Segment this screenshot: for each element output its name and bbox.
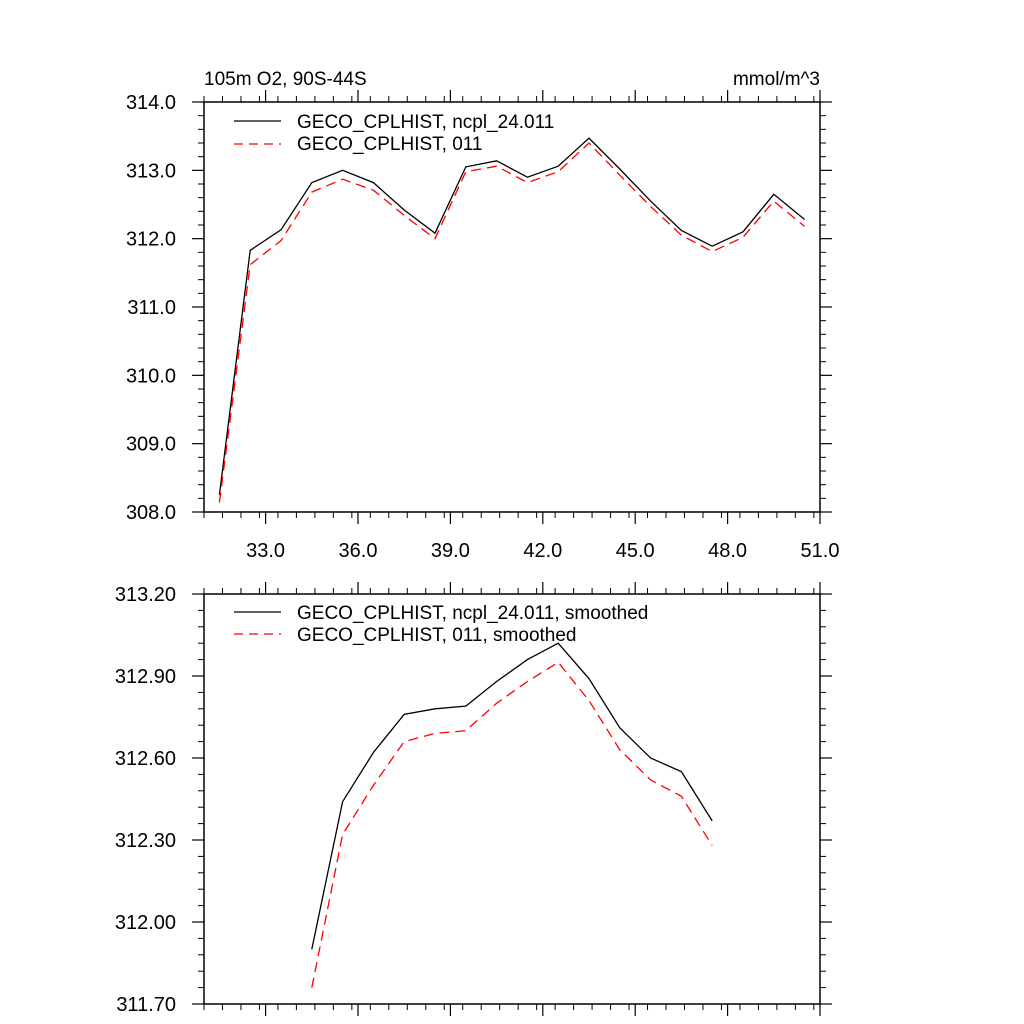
x-tick-label: 33.0 — [246, 540, 285, 562]
x-tick-label: 48.0 — [708, 540, 747, 562]
y-tick-label: 313.20 — [115, 584, 176, 606]
y-tick-label: 309.0 — [126, 434, 176, 456]
y-tick-label: 312.30 — [115, 830, 176, 852]
top-series-lines — [218, 137, 806, 503]
top-panel: 105m O2, 90S-44S mmol/m^3 33.0 36.0 39.0 42… — [126, 69, 840, 562]
bottom-panel: 311.70 312.00 312.30 312.60 312.90 313.20 GEC… — [115, 582, 832, 1016]
series-line-ncpl — [218, 137, 806, 495]
bottom-series-lines — [311, 642, 713, 988]
series-line-011 — [218, 142, 806, 503]
y-tick-label: 312.90 — [115, 666, 176, 688]
x-tick-label: 45.0 — [616, 540, 655, 562]
y-tick-label: 311.70 — [116, 994, 176, 1016]
chart-units-label: mmol/m^3 — [733, 69, 820, 90]
y-tick-label: 312.00 — [115, 912, 176, 934]
top-axis-ticks: 33.0 36.0 39.0 42.0 45.0 48.0 51.0 308.0 309.0 31… — [126, 90, 840, 562]
y-tick-label: 312.60 — [115, 748, 176, 770]
y-tick-label: 310.0 — [126, 365, 176, 387]
legend-label-ncpl: GECO_CPLHIST, ncpl_24.011 — [297, 112, 554, 133]
bottom-plot-frame — [203, 593, 821, 1005]
legend-label-011-smoothed: GECO_CPLHIST, 011, smoothed — [297, 625, 577, 646]
y-tick-label: 311.0 — [127, 297, 176, 319]
y-tick-label: 314.0 — [126, 92, 176, 114]
x-tick-label: 51.0 — [801, 540, 840, 562]
y-tick-label: 313.0 — [126, 160, 176, 182]
chart-title-left: 105m O2, 90S-44S — [204, 69, 367, 90]
legend-label-011: GECO_CPLHIST, 011 — [297, 134, 483, 155]
series-line-ncpl — [311, 642, 713, 950]
x-tick-label: 36.0 — [339, 540, 378, 562]
y-tick-label: 312.0 — [126, 229, 176, 251]
x-tick-label: 42.0 — [523, 540, 562, 562]
top-plot-frame — [203, 101, 821, 513]
top-legend: GECO_CPLHIST, ncpl_24.011 GECO_CPLHIST, … — [234, 112, 554, 155]
bottom-axis-ticks: 311.70 312.00 312.30 312.60 312.90 313.20 — [115, 582, 832, 1016]
legend-label-ncpl-smoothed: GECO_CPLHIST, ncpl_24.011, smoothed — [297, 603, 648, 624]
y-tick-label: 308.0 — [126, 502, 176, 524]
x-tick-label: 39.0 — [431, 540, 470, 562]
series-line-011 — [311, 661, 713, 988]
bottom-legend: GECO_CPLHIST, ncpl_24.011, smoothed GECO… — [234, 603, 648, 646]
